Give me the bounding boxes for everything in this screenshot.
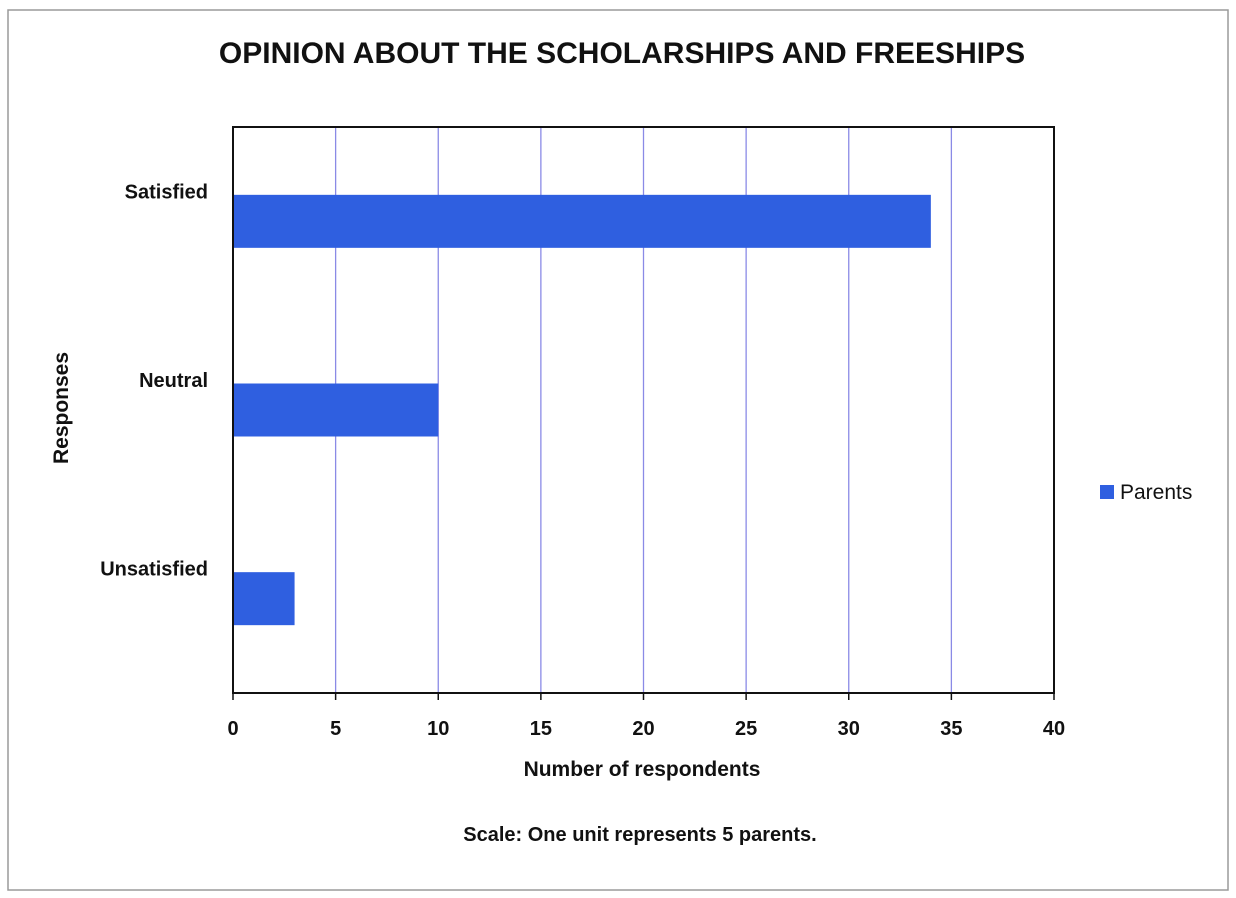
category-label-satisfied: Satisfied: [125, 181, 208, 203]
x-tick-labels: 0 5 10 15 20 25 30 35 40: [227, 693, 1065, 740]
chart-border: [7, 9, 1229, 891]
x-tick-label: 40: [1043, 718, 1065, 740]
bar-unsatisfied: [233, 572, 295, 626]
x-tick-label: 10: [427, 718, 449, 740]
bar-satisfied: [233, 194, 931, 248]
chart-title: OPINION ABOUT THE SCHOLARSHIPS AND FREES…: [219, 37, 1025, 70]
x-tick-label: 0: [227, 718, 238, 740]
bars: [233, 194, 931, 626]
x-tick-label: 15: [530, 718, 552, 740]
x-tick-label: 25: [735, 718, 757, 740]
legend-label-parents: Parents: [1120, 481, 1192, 504]
x-tick-label: 5: [330, 718, 341, 740]
scale-note: Scale: One unit represents 5 parents.: [463, 824, 816, 846]
x-axis-title: Number of respondents: [524, 758, 761, 781]
category-labels: Satisfied Neutral Unsatisfied: [100, 181, 208, 580]
x-tick-label: 30: [838, 718, 860, 740]
category-label-unsatisfied: Unsatisfied: [100, 559, 208, 581]
x-tick-label: 35: [940, 718, 962, 740]
bar-neutral: [233, 383, 439, 437]
x-tick-label: 20: [632, 718, 654, 740]
legend: Parents: [1100, 481, 1192, 504]
y-axis-title: Responses: [50, 352, 73, 464]
legend-swatch-parents: [1100, 485, 1114, 499]
category-label-neutral: Neutral: [139, 370, 208, 392]
